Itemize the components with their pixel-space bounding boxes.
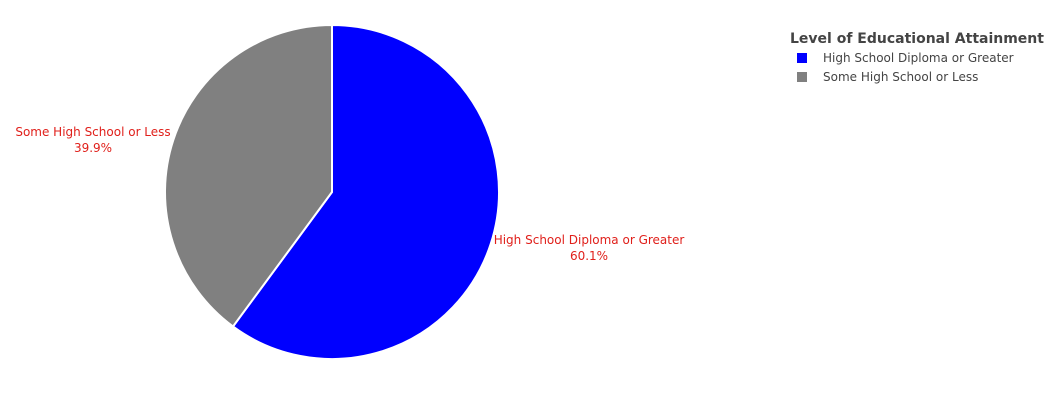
pie-slice-some-high-school-or-less[interactable] (164, 23, 333, 328)
pie-slices (164, 23, 500, 360)
legend: Level of Educational Attainment High Scho… (790, 31, 1044, 84)
slice-label-0: High School Diploma or Greater 60.1% (494, 233, 685, 263)
legend-label-1: Some High School or Less (823, 70, 978, 84)
legend-title: Level of Educational Attainment (790, 31, 1044, 47)
legend-item-1[interactable]: Some High School or Less (797, 70, 978, 84)
slice-label-category: Some High School or Less (15, 125, 170, 139)
legend-item-0[interactable]: High School Diploma or Greater (797, 51, 1014, 65)
slice-label-1: Some High School or Less 39.9% (15, 125, 170, 155)
slice-label-value: 60.1% (570, 249, 608, 263)
slice-labels: High School Diploma or Greater 60.1% Some … (15, 125, 684, 263)
pie-slice-high-school-diploma-or-greater[interactable] (231, 23, 500, 360)
slice-label-category: High School Diploma or Greater (494, 233, 685, 247)
legend-label-0: High School Diploma or Greater (823, 51, 1014, 65)
slice-label-value: 39.9% (74, 141, 112, 155)
legend-swatch-1 (797, 72, 807, 82)
legend-swatch-0 (797, 53, 807, 63)
